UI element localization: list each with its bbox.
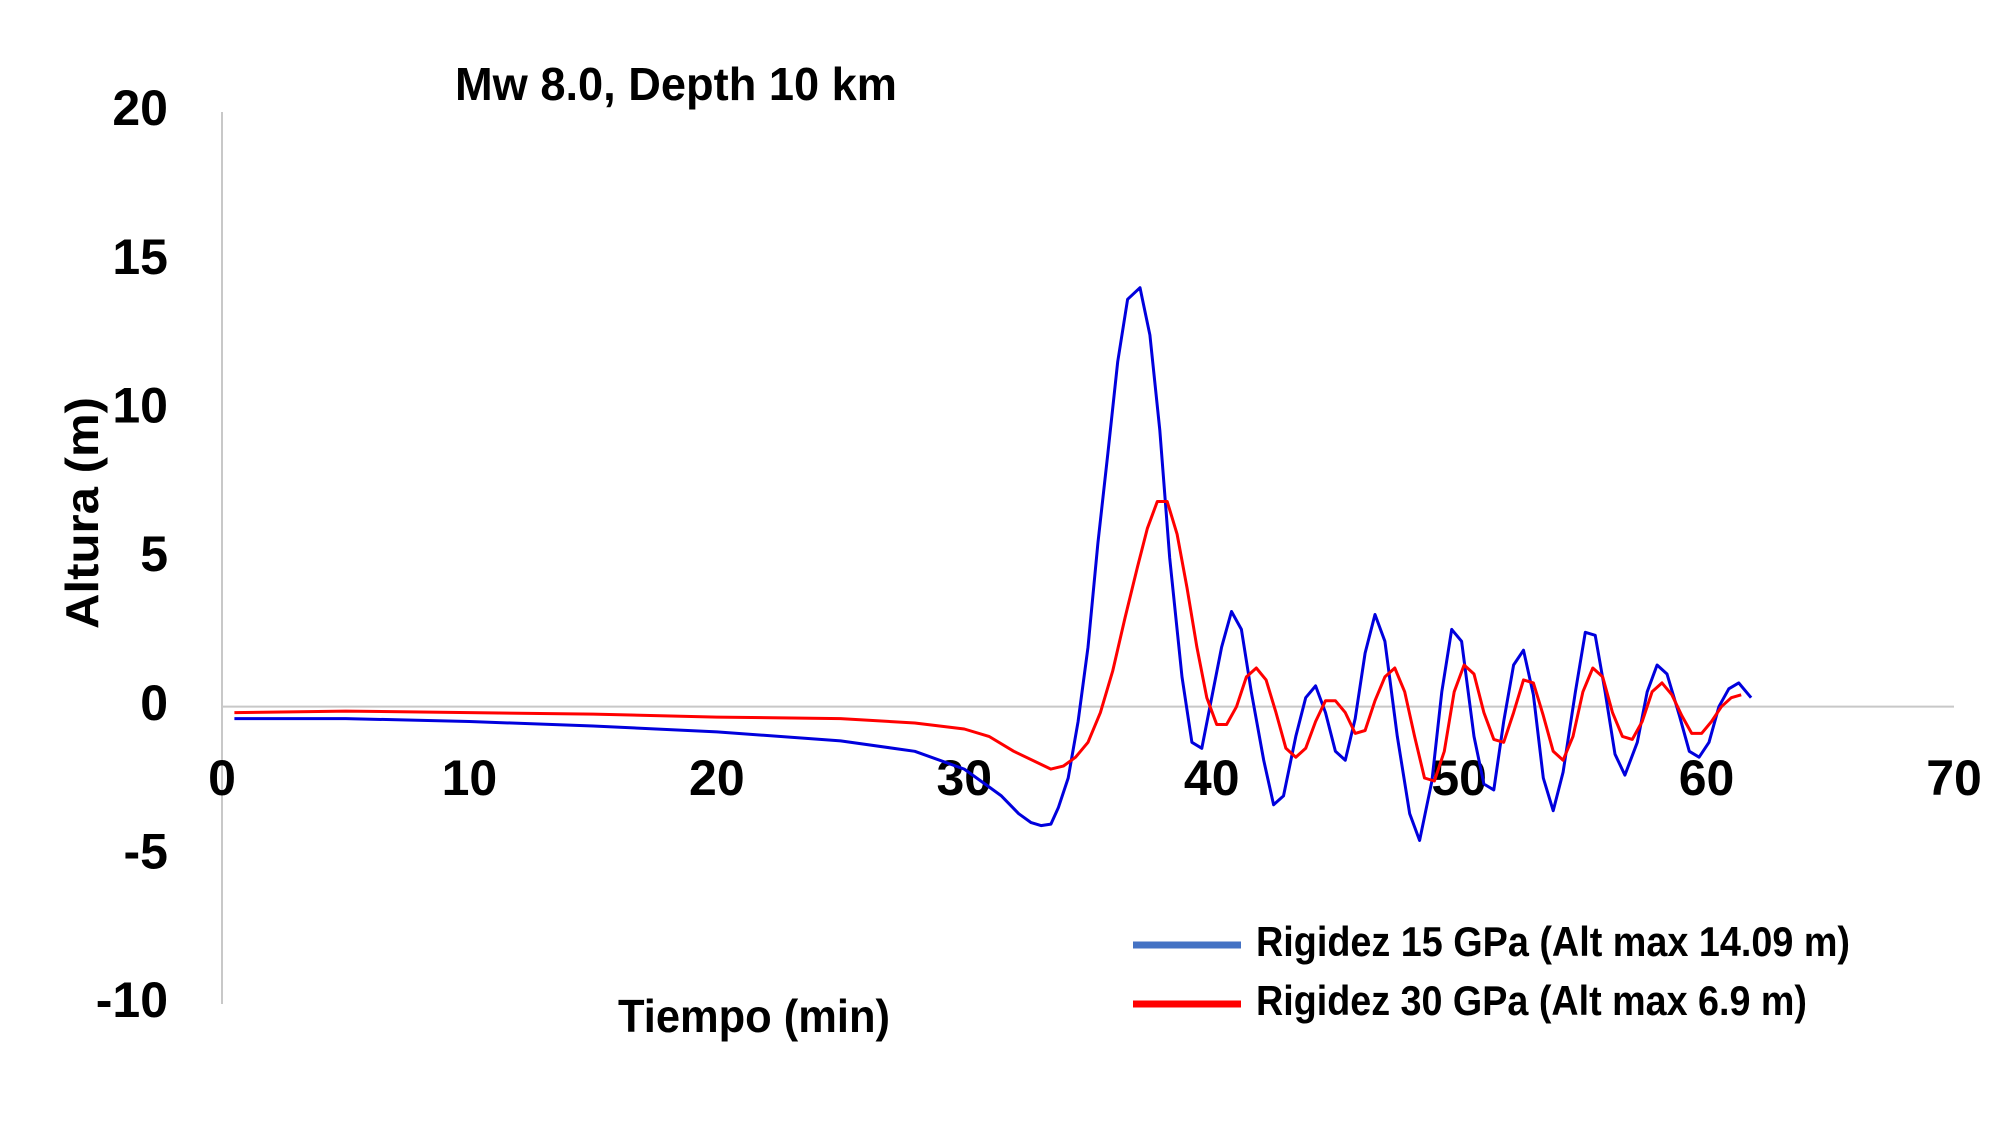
y-tick-label: 10	[112, 378, 168, 434]
x-tick-label: 30	[936, 750, 992, 806]
x-tick-label: 0	[208, 750, 236, 806]
y-tick-label: 20	[112, 80, 168, 136]
x-tick-label: 60	[1679, 750, 1735, 806]
y-axis-title: Altura (m)	[56, 397, 108, 629]
y-tick-label: 0	[140, 675, 168, 731]
y-tick-label: 5	[140, 526, 168, 582]
series-line	[234, 500, 1742, 783]
x-tick-label: 20	[689, 750, 745, 806]
chart-title: Mw 8.0, Depth 10 km	[455, 58, 897, 110]
y-tick-label: -5	[124, 824, 168, 880]
legend-label: Rigidez 15 GPa (Alt max 14.09 m)	[1256, 918, 1850, 965]
series-line	[234, 286, 1753, 842]
x-tick-label: 40	[1184, 750, 1240, 806]
x-axis-title: Tiempo (min)	[618, 990, 890, 1042]
x-tick-label: 70	[1926, 750, 1982, 806]
y-tick-label: -10	[96, 972, 168, 1028]
y-tick-label: 15	[112, 229, 168, 285]
legend-label: Rigidez 30 GPa (Alt max 6.9 m)	[1256, 977, 1807, 1024]
x-tick-label: 10	[442, 750, 498, 806]
